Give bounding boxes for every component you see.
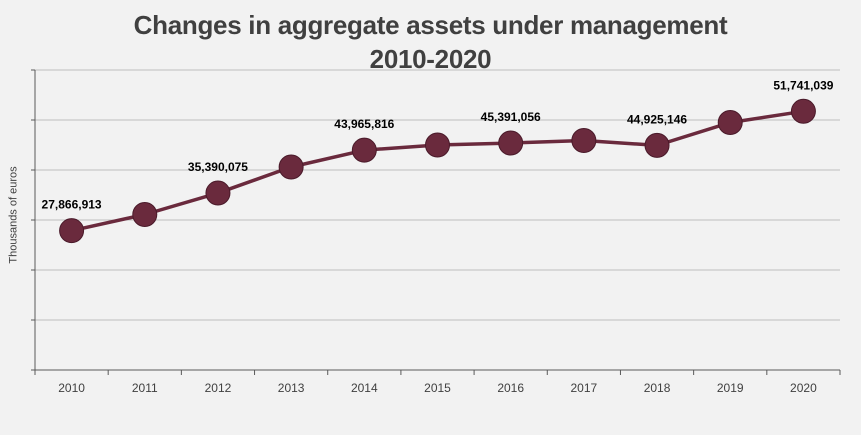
x-tick-label: 2018 bbox=[644, 381, 671, 395]
data-point bbox=[498, 130, 524, 156]
data-point bbox=[205, 180, 231, 206]
x-tick-label: 2017 bbox=[571, 381, 598, 395]
x-tick-label: 2012 bbox=[205, 381, 232, 395]
series-line bbox=[71, 109, 804, 233]
data-label: 45,391,056 bbox=[481, 110, 541, 124]
data-point bbox=[571, 128, 597, 153]
data-label: 43,965,816 bbox=[334, 117, 394, 131]
data-label: 27,866,913 bbox=[42, 198, 102, 212]
x-tick-label: 2019 bbox=[717, 381, 744, 395]
chart-subtitle: 2010-2020 bbox=[369, 44, 492, 74]
x-tick-label: 2010 bbox=[58, 381, 85, 395]
data-point bbox=[278, 154, 304, 180]
data-point bbox=[644, 132, 670, 158]
data-label: 51,741,039 bbox=[773, 78, 833, 92]
data-point bbox=[132, 202, 158, 227]
data-point bbox=[790, 98, 816, 124]
data-point bbox=[425, 132, 450, 158]
data-point bbox=[351, 137, 377, 163]
data-label: 35,390,075 bbox=[188, 160, 248, 174]
data-point bbox=[717, 110, 743, 135]
chart-title: Changes in aggregate assets under manage… bbox=[133, 10, 728, 40]
data-point bbox=[59, 218, 85, 244]
x-tick-label: 2014 bbox=[351, 381, 378, 395]
x-tick-label: 2015 bbox=[424, 381, 451, 395]
x-tick-label: 2013 bbox=[278, 381, 305, 395]
x-tick-label: 2020 bbox=[790, 381, 817, 395]
x-tick-label: 2016 bbox=[497, 381, 524, 395]
data-label: 44,925,146 bbox=[627, 112, 687, 126]
x-tick-label: 2011 bbox=[132, 381, 158, 395]
